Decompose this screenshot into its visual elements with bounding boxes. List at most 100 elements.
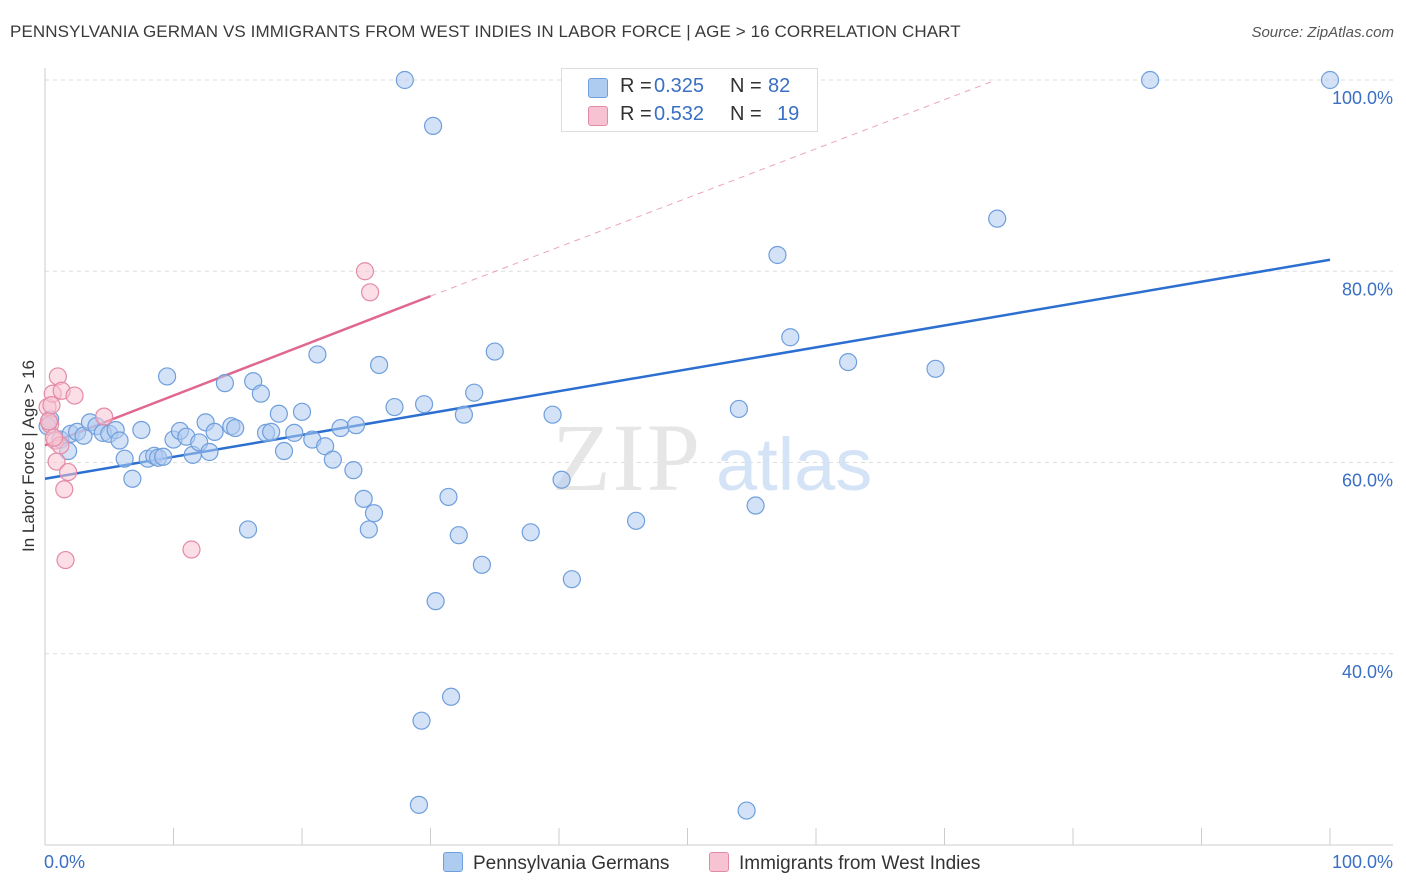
- point-pennsylvania-germans: [454, 405, 474, 424]
- point-pennsylvania-germans: [781, 328, 800, 347]
- point-pennsylvania-germans: [331, 418, 350, 438]
- point-west-indies: [44, 428, 64, 447]
- point-pennsylvania-germans: [409, 795, 429, 814]
- legend-row-pennsylvania-germans: R = 0.325 N = 82: [562, 72, 817, 102]
- legend-item-west-indies: Immigrants from West Indies: [709, 852, 980, 875]
- point-pennsylvania-germans: [426, 592, 445, 611]
- point-pennsylvania-germans: [215, 374, 234, 393]
- point-pennsylvania-germans: [552, 470, 571, 489]
- point-pennsylvania-germans: [316, 437, 335, 456]
- point-pennsylvania-germans: [346, 416, 366, 435]
- point-pennsylvania-germans: [1320, 70, 1340, 90]
- point-pennsylvania-germans: [385, 397, 404, 417]
- y-tick-label-80: 80.0%: [1342, 279, 1393, 299]
- legend-label: Pennsylvania Germans: [473, 853, 670, 874]
- legend-item-pennsylvania-germans: Pennsylvania Germans: [443, 852, 669, 875]
- point-pennsylvania-germans: [412, 711, 431, 730]
- point-pennsylvania-germans: [746, 496, 765, 515]
- n-value: 82: [768, 75, 791, 97]
- point-west-indies: [42, 396, 61, 415]
- point-pennsylvania-germans: [292, 402, 312, 421]
- point-west-indies: [182, 540, 201, 559]
- point-west-indies: [39, 412, 58, 431]
- watermark-zip: ZIP: [552, 404, 702, 511]
- point-pennsylvania-germans: [465, 383, 484, 402]
- grid-lines: [45, 79, 1393, 655]
- point-pennsylvania-germans: [562, 570, 581, 589]
- point-pennsylvania-germans: [205, 422, 224, 441]
- point-pennsylvania-germans: [285, 423, 304, 442]
- watermark: ZIP atlas: [552, 404, 872, 511]
- point-pennsylvania-germans: [123, 469, 142, 488]
- point-pennsylvania-germans: [485, 342, 504, 361]
- point-pennsylvania-germans: [737, 801, 756, 820]
- legend-label: Immigrants from West Indies: [739, 853, 981, 874]
- point-pennsylvania-germans: [414, 395, 434, 414]
- y-tick-labels: 40.0% 60.0% 80.0% 100.0%: [1332, 88, 1393, 682]
- point-pennsylvania-germans: [115, 449, 134, 468]
- legend-swatch-blue: [443, 852, 463, 872]
- y-axis-title: In Labor Force | Age > 16: [19, 360, 38, 552]
- legend-row-west-indies: R = 0.532 N = 19: [562, 100, 817, 130]
- point-pennsylvania-germans: [839, 352, 858, 372]
- point-pennsylvania-germans: [226, 418, 245, 438]
- y-tick-label-40: 40.0%: [1342, 662, 1393, 682]
- data-points: [38, 70, 1340, 820]
- point-pennsylvania-germans: [110, 431, 129, 450]
- point-pennsylvania-germans: [729, 399, 749, 419]
- point-west-indies: [55, 480, 74, 499]
- r-label: R =: [620, 103, 652, 125]
- axes: [44, 68, 1393, 846]
- point-pennsylvania-germans: [472, 555, 491, 574]
- series-legend: Pennsylvania Germans Immigrants from Wes…: [0, 852, 1406, 878]
- point-west-indies: [65, 386, 84, 405]
- point-pennsylvania-germans: [364, 504, 384, 523]
- point-pennsylvania-germans: [626, 511, 646, 530]
- point-pennsylvania-germans: [157, 367, 177, 386]
- point-west-indies: [355, 262, 375, 281]
- point-west-indies: [59, 462, 78, 482]
- point-pennsylvania-germans: [323, 450, 342, 469]
- point-pennsylvania-germans: [449, 526, 468, 545]
- point-pennsylvania-germans: [370, 355, 389, 375]
- point-pennsylvania-germans: [1140, 70, 1160, 90]
- point-pennsylvania-germans: [521, 523, 540, 542]
- point-pennsylvania-germans: [439, 487, 458, 507]
- point-pennsylvania-germans: [395, 70, 414, 90]
- point-pennsylvania-germans: [543, 405, 562, 424]
- point-pennsylvania-germans: [359, 520, 378, 539]
- point-pennsylvania-germans: [200, 442, 219, 462]
- point-pennsylvania-germans: [423, 116, 443, 136]
- point-pennsylvania-germans: [988, 209, 1007, 228]
- point-pennsylvania-germans: [274, 441, 294, 461]
- point-west-indies: [95, 407, 114, 426]
- point-pennsylvania-germans: [251, 384, 270, 403]
- source-label: Source: ZipAtlas.com: [1251, 24, 1394, 41]
- n-value: 19: [777, 103, 800, 125]
- legend-swatch-blue: [588, 78, 608, 98]
- n-label: N =: [730, 103, 762, 125]
- x-axis-max-label: 100.0%: [1331, 852, 1393, 872]
- point-pennsylvania-germans: [354, 489, 373, 508]
- point-pennsylvania-germans: [441, 687, 461, 706]
- r-label: R =: [620, 75, 652, 97]
- point-pennsylvania-germans: [926, 359, 945, 378]
- point-pennsylvania-germans: [154, 447, 173, 466]
- x-axis-min-label: 0.0%: [44, 852, 86, 872]
- y-tick-label-100: 100.0%: [1332, 88, 1393, 108]
- y-tick-label-60: 60.0%: [1342, 471, 1393, 491]
- point-pennsylvania-germans: [262, 422, 281, 441]
- point-pennsylvania-germans: [344, 461, 363, 480]
- n-label: N =: [730, 75, 762, 97]
- watermark-atlas: atlas: [716, 423, 872, 506]
- trendline-pennsylvania-germans: [44, 258, 1331, 480]
- chart-title: PENNSYLVANIA GERMAN VS IMMIGRANTS FROM W…: [10, 22, 961, 41]
- point-pennsylvania-germans: [768, 245, 787, 265]
- stats-legend: R = 0.325 N = 82 R = 0.532 N = 19: [561, 68, 818, 132]
- r-value: 0.325: [654, 75, 705, 97]
- point-pennsylvania-germans: [308, 345, 327, 364]
- point-pennsylvania-germans: [269, 404, 288, 423]
- r-value: 0.532: [654, 103, 705, 125]
- point-west-indies: [56, 550, 75, 570]
